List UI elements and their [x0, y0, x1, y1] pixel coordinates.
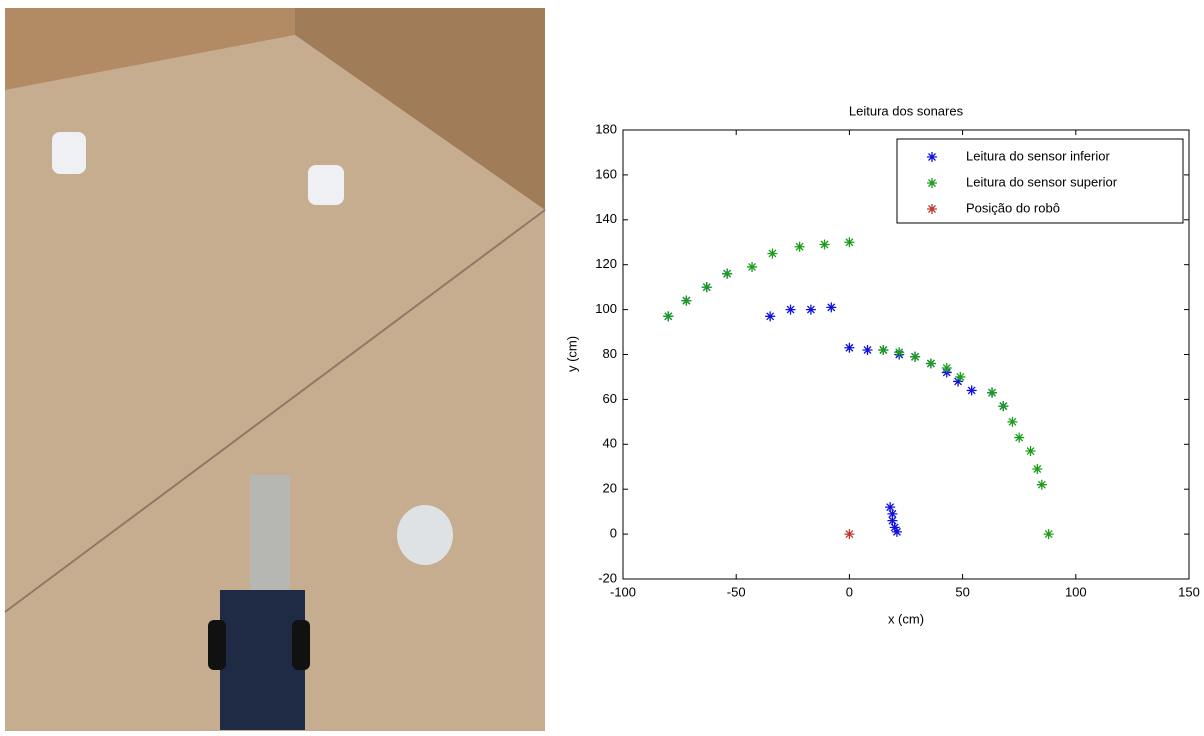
- point: [1014, 432, 1025, 443]
- point: [1032, 463, 1043, 474]
- y-tick-label: 120: [595, 256, 617, 271]
- point: [862, 345, 873, 356]
- point: [844, 342, 855, 353]
- x-tick-label: 50: [955, 584, 969, 599]
- point: [953, 376, 964, 387]
- point: [765, 311, 776, 322]
- y-tick-label: -20: [598, 570, 617, 585]
- point: [889, 522, 900, 533]
- point: [1036, 479, 1047, 490]
- point: [998, 401, 1009, 412]
- y-axis-label: y (cm): [564, 336, 579, 372]
- point: [887, 508, 898, 519]
- y-tick-label: 160: [595, 166, 617, 181]
- x-tick-label: 0: [846, 584, 853, 599]
- point: [844, 237, 855, 248]
- point: [1007, 416, 1018, 427]
- point: [681, 295, 692, 306]
- point: [887, 515, 898, 526]
- y-tick-label: 80: [603, 346, 617, 361]
- chart-title: Leitura dos sonares: [849, 103, 964, 118]
- point: [722, 268, 733, 279]
- point: [701, 282, 712, 293]
- legend-label: Leitura do sensor superior: [966, 174, 1118, 189]
- point: [826, 302, 837, 313]
- point: [891, 526, 902, 537]
- point: [885, 502, 896, 513]
- point: [1043, 529, 1054, 540]
- legend-marker: [927, 178, 937, 188]
- x-tick-label: -50: [727, 584, 746, 599]
- point: [794, 241, 805, 252]
- y-tick-label: 0: [610, 526, 617, 541]
- point: [767, 248, 778, 259]
- point: [1025, 446, 1036, 457]
- point: [910, 351, 921, 362]
- x-tick-label: 150: [1178, 584, 1200, 599]
- y-tick-label: 40: [603, 436, 617, 451]
- point: [805, 304, 816, 315]
- point: [819, 239, 830, 250]
- point: [878, 345, 889, 356]
- y-tick-label: 180: [595, 121, 617, 136]
- legend-label: Leitura do sensor inferior: [966, 148, 1110, 163]
- legend-marker: [927, 152, 937, 162]
- y-tick-label: 20: [603, 481, 617, 496]
- point: [925, 358, 936, 369]
- legend-label: Posição do robô: [966, 200, 1060, 215]
- x-tick-label: -100: [610, 584, 636, 599]
- y-tick-label: 60: [603, 391, 617, 406]
- point: [955, 371, 966, 382]
- legend: [896, 138, 1184, 224]
- x-tick-label: 100: [1065, 584, 1087, 599]
- point: [844, 529, 855, 540]
- legend-marker: [927, 204, 937, 214]
- point: [966, 385, 977, 396]
- point: [785, 304, 796, 315]
- photo: [4, 8, 546, 731]
- y-tick-label: 140: [595, 211, 617, 226]
- y-tick-label: 100: [595, 301, 617, 316]
- point: [663, 311, 674, 322]
- point: [894, 347, 905, 358]
- point: [987, 387, 998, 398]
- point: [747, 261, 758, 272]
- x-axis-label: x (cm): [888, 611, 924, 626]
- point: [941, 362, 952, 373]
